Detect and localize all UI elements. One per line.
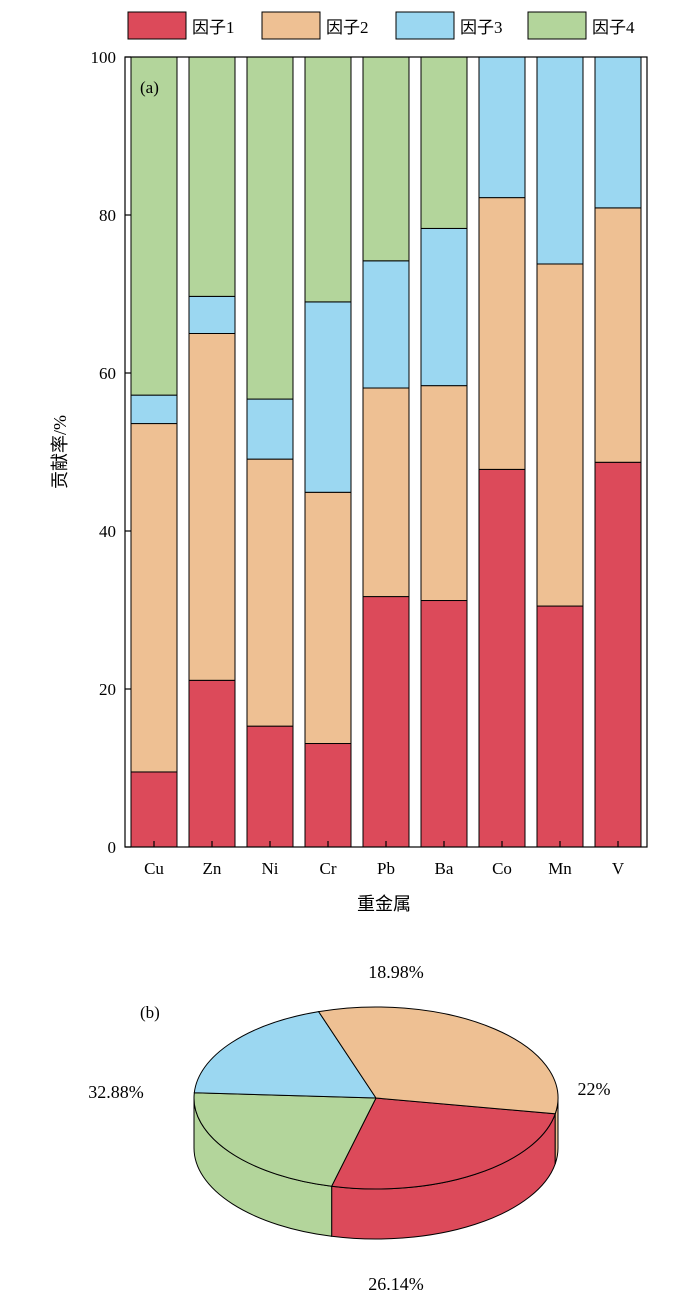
legend-swatch-3 (395, 11, 455, 40)
x-tick-label: Cr (320, 859, 337, 878)
y-tick-label: 40 (99, 522, 116, 541)
x-tick-label: Ni (262, 859, 279, 878)
legend-label-1: 因子1 (192, 18, 235, 37)
bar-Zn-series-1 (188, 679, 236, 848)
bar-Pb-series-4 (362, 56, 410, 262)
bar-Cu-series-2 (130, 423, 178, 773)
pie-slice-3 (193, 1011, 377, 1099)
pie-label-2: 32.88% (88, 1082, 144, 1102)
legend: 因子1 因子2 因子3 因子4 (127, 11, 635, 40)
x-tick-label: Mn (548, 859, 572, 878)
legend-label-3: 因子3 (460, 18, 503, 37)
bar-V-series-3 (594, 56, 642, 209)
bar-Ba-series-4 (420, 56, 468, 229)
pie-slice-4 (193, 1092, 377, 1187)
pie-slices (193, 1006, 559, 1240)
bar-Cr-series-2 (304, 491, 352, 745)
x-tick-label: Pb (377, 859, 395, 878)
panel-label-a: (a) (140, 78, 159, 97)
bar-Mn-series-3 (536, 56, 584, 265)
bar-Ni-series-1 (246, 725, 294, 848)
bar-Zn-series-4 (188, 56, 236, 297)
pie-label-1: 26.14% (368, 1274, 424, 1294)
pie-slice-2 (317, 1006, 559, 1115)
bar-Ba-series-1 (420, 600, 468, 848)
bar-Pb-series-3 (362, 260, 410, 389)
legend-label-2: 因子2 (326, 18, 369, 37)
bar-Co-series-2 (478, 197, 526, 470)
pie-label-4: 22% (578, 1079, 611, 1099)
y-axis-label: 贡献率/% (50, 415, 70, 489)
y-tick-label: 20 (99, 680, 116, 699)
bar-Cu-series-4 (130, 56, 178, 396)
y-tick-label: 100 (91, 48, 117, 67)
bar-Ni-series-4 (246, 56, 294, 400)
bar-Mn-series-1 (536, 605, 584, 848)
bar-V-series-1 (594, 461, 642, 848)
bar-Cr-series-1 (304, 743, 352, 848)
legend-swatch-2 (261, 11, 321, 40)
pie-chart: (b) 26.14% 32.88% 18.98% 22% (88, 962, 610, 1294)
bar-chart: 0 20 40 60 80 100 Cu Zn Ni Cr Pb Ba Co Mn V (a) 重金属 贡献… (50, 48, 648, 914)
pie-labels: 26.14% 32.88% 18.98% 22% (88, 962, 610, 1294)
legend-label-4: 因子4 (592, 18, 635, 37)
bar-Mn-series-2 (536, 263, 584, 607)
axes: 0 20 40 60 80 100 Cu Zn Ni Cr Pb Ba Co Mn V (91, 48, 648, 878)
bar-Co-series-3 (478, 56, 526, 199)
x-tick-label: Zn (203, 859, 222, 878)
bar-Zn-series-2 (188, 333, 236, 681)
x-tick-label: Co (492, 859, 512, 878)
bar-Pb-series-1 (362, 596, 410, 848)
y-tick-label: 60 (99, 364, 116, 383)
x-tick-label: V (612, 859, 625, 878)
x-tick-label: Ba (435, 859, 454, 878)
bar-Zn-series-3 (188, 295, 236, 334)
bar-Ni-series-3 (246, 398, 294, 460)
bar-segments (130, 56, 642, 848)
x-tick-label: Cu (144, 859, 164, 878)
bar-Ba-series-2 (420, 385, 468, 602)
legend-swatch-4 (527, 11, 587, 40)
bar-Cr-series-4 (304, 56, 352, 303)
y-tick-label: 80 (99, 206, 116, 225)
pie-slice-1 (330, 1097, 556, 1190)
bar-Ba-series-3 (420, 227, 468, 387)
bar-Cu-series-3 (130, 394, 178, 425)
bar-V-series-2 (594, 207, 642, 463)
bar-Cr-series-3 (304, 301, 352, 493)
bar-Cu-series-1 (130, 771, 178, 848)
bar-Co-series-1 (478, 468, 526, 848)
y-tick-label: 0 (108, 838, 117, 857)
panel-label-b: (b) (140, 1003, 160, 1022)
pie-label-3: 18.98% (368, 962, 424, 982)
bar-Pb-series-2 (362, 387, 410, 598)
legend-swatch-1 (127, 11, 187, 40)
x-axis-label: 重金属 (357, 894, 411, 914)
bar-Ni-series-2 (246, 458, 294, 727)
